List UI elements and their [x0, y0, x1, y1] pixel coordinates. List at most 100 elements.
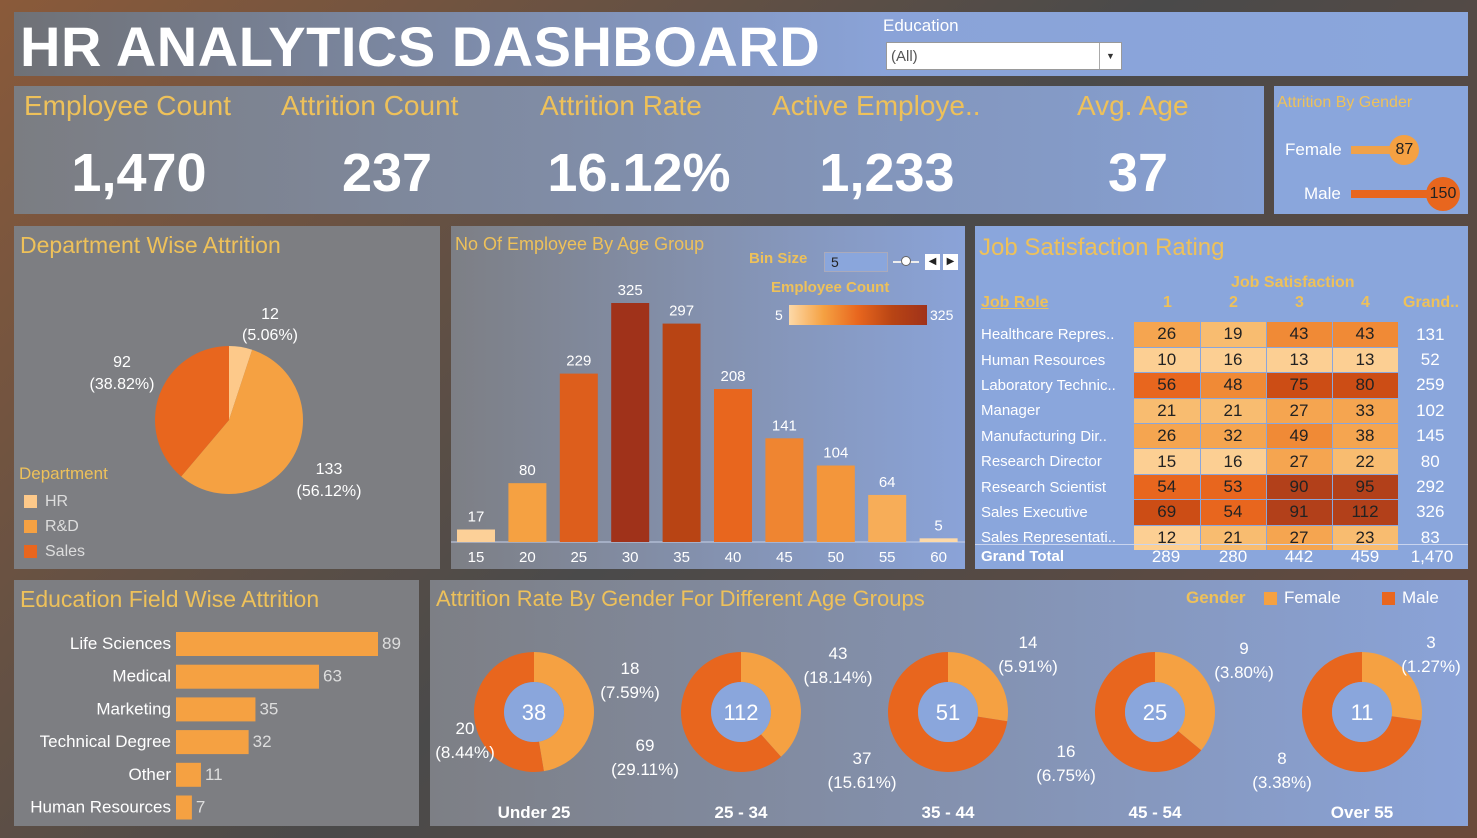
heatmap-cell: 91 — [1266, 499, 1333, 526]
heatmap-cell: 26 — [1134, 423, 1201, 450]
gender-bar-male[interactable] — [1351, 190, 1443, 198]
job-role-cell: Manager — [981, 402, 1041, 420]
chevron-down-icon[interactable]: ▼ — [1099, 43, 1121, 69]
job-satisfaction-table: Healthcare Repres.. 26 19 43 43 131 Human Reso… — [979, 322, 1462, 552]
gender-value-female: 87 — [1389, 135, 1420, 165]
age-bar-60 — [919, 538, 958, 542]
male-data-label: 8 — [1277, 749, 1286, 768]
kpi-value-avg-age: 37 — [1107, 143, 1169, 203]
job-role-cell: Sales Representati.. — [981, 529, 1117, 547]
female-data-label: (5.91%) — [998, 657, 1058, 676]
kpi-value-active-employees: 1,233 — [819, 143, 955, 203]
row-total-cell: 292 — [1416, 477, 1445, 497]
education-field-panel: Education Field Wise Attrition Life Scie… — [14, 580, 419, 826]
age-bar-value-label: 229 — [566, 353, 591, 370]
table-row: Manufacturing Dir.. 26 32 49 38 145 — [979, 423, 1462, 450]
heatmap-cell: 75 — [1266, 372, 1333, 399]
age-bar-value-label: 17 — [468, 508, 485, 525]
female-data-label: 3 — [1426, 633, 1435, 652]
donut-female-slice — [948, 652, 1008, 722]
age-bar-45 — [765, 438, 804, 542]
donut-total-label: 38 — [522, 700, 546, 725]
heatmap-cell: 49 — [1266, 423, 1333, 450]
page-title: HR ANALYTICS DASHBOARD — [20, 15, 821, 78]
job-role-cell: Manufacturing Dir.. — [981, 427, 1107, 445]
age-tick-label: 45 — [776, 549, 793, 566]
education-filter-dropdown[interactable]: (All) ▼ — [886, 42, 1122, 70]
color-legend-gradient — [789, 305, 927, 325]
age-bar-20 — [508, 483, 547, 542]
legend-item-sales[interactable]: Sales — [24, 539, 85, 564]
col-header-2: 2 — [1229, 294, 1238, 311]
department-attrition-title: Department Wise Attrition — [20, 232, 281, 258]
grand-total-3: 442 — [1284, 547, 1314, 566]
donut-male-slice — [474, 652, 544, 772]
donut-center — [711, 682, 771, 742]
bin-size-input[interactable]: 5 — [824, 252, 888, 272]
legend-item-hr[interactable]: HR — [24, 489, 85, 514]
pie-slice-rd — [181, 349, 303, 494]
age-tick-label: 30 — [622, 549, 639, 566]
legend-item-rd[interactable]: R&D — [24, 514, 85, 539]
pie-data-label: 133 — [316, 461, 343, 478]
donut-total-label: 51 — [936, 700, 960, 725]
education-field-value: 11 — [205, 765, 223, 784]
male-data-label: 37 — [853, 749, 872, 768]
chevron-right-icon[interactable]: ▶ — [943, 254, 958, 270]
legend-item-female[interactable]: Female — [1264, 588, 1341, 608]
pie-data-label: (56.12%) — [297, 483, 362, 500]
job-role-cell: Research Director — [981, 453, 1102, 471]
job-role-header: Job Role — [981, 294, 1049, 311]
education-field-value: 35 — [259, 699, 278, 718]
kpi-label-active-employees: Active Employe.. — [772, 90, 981, 121]
age-group-panel: No Of Employee By Age Group Bin Size 5 ◀… — [451, 226, 965, 569]
col-header-4: 4 — [1361, 294, 1370, 311]
heatmap-cell: 95 — [1332, 474, 1399, 501]
header-bar: HR ANALYTICS DASHBOARD Education (All) ▼ — [14, 12, 1468, 78]
table-row: Human Resources 10 16 13 13 52 — [979, 347, 1462, 374]
gender-legend-title: Gender — [1186, 588, 1246, 607]
gender-label-female: Female — [1285, 140, 1342, 159]
grand-total-all: 1,470 — [1410, 547, 1454, 566]
attrition-by-gender-title: Attrition By Gender — [1277, 94, 1413, 111]
donut-center — [1332, 682, 1392, 742]
row-total-cell: 326 — [1416, 502, 1445, 522]
gender-label-male: Male — [1304, 184, 1341, 203]
legend-swatch — [1264, 591, 1277, 605]
heatmap-cell: 54 — [1200, 499, 1267, 526]
age-bar-value-label: 141 — [772, 417, 797, 434]
donut-total-label: 11 — [1351, 700, 1374, 725]
kpi-label-attrition-count: Attrition Count — [281, 90, 459, 121]
donut-center — [504, 682, 564, 742]
row-total-cell: 80 — [1420, 451, 1440, 471]
donut-total-label: 25 — [1143, 700, 1167, 725]
grand-total-row: Grand Total 289 280 442 459 1,470 — [975, 544, 1468, 569]
legend-item-male[interactable]: Male — [1382, 588, 1439, 608]
male-data-label: 20 — [456, 719, 475, 738]
female-data-label: 43 — [829, 644, 848, 663]
heatmap-cell: 22 — [1332, 448, 1399, 475]
chevron-left-icon[interactable]: ◀ — [925, 254, 940, 270]
male-data-label: (15.61%) — [828, 773, 897, 792]
heatmap-cell: 21 — [1200, 525, 1267, 552]
gender-bar-female[interactable] — [1351, 146, 1405, 154]
age-bar-25 — [559, 373, 598, 542]
color-legend-min: 5 — [775, 307, 783, 323]
education-field-value: 89 — [382, 634, 401, 653]
grand-total-4: 459 — [1350, 547, 1380, 566]
heatmap-cell: 27 — [1266, 525, 1333, 552]
female-data-label: 18 — [621, 659, 640, 678]
education-field-bar — [176, 762, 201, 787]
heatmap-cell: 43 — [1332, 322, 1399, 348]
job-satisfaction-column-title: Job Satisfaction — [1231, 274, 1355, 291]
male-data-label: 69 — [636, 736, 655, 755]
kpi-label-attrition-rate: Attrition Rate — [540, 90, 702, 121]
heatmap-cell: 12 — [1134, 525, 1201, 552]
education-field-label: Other — [128, 765, 171, 784]
kpi-label-employee-count: Employee Count — [24, 90, 232, 121]
heatmap-cell: 13 — [1266, 347, 1333, 374]
bin-size-slider[interactable] — [893, 256, 919, 268]
female-data-label: (1.27%) — [1401, 657, 1461, 676]
table-row: Healthcare Repres.. 26 19 43 43 131 — [979, 322, 1462, 348]
age-tick-label: 15 — [468, 549, 485, 566]
